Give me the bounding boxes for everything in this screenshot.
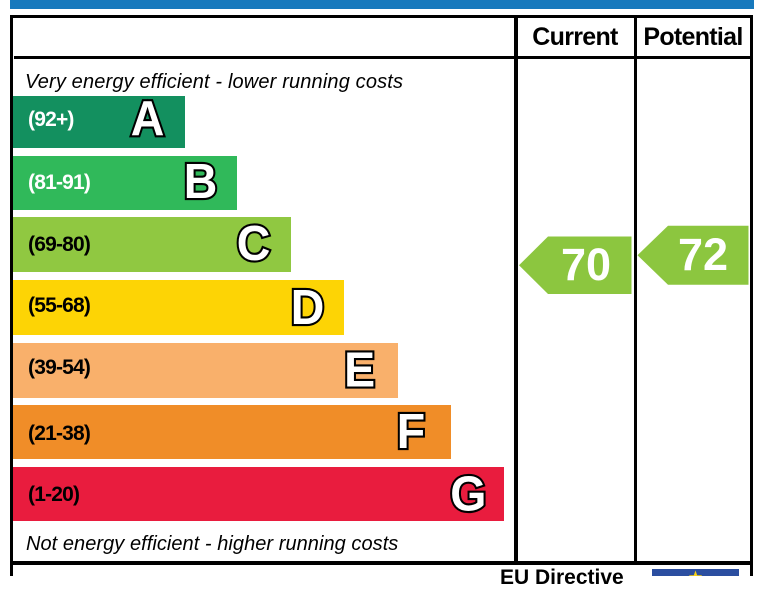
svg-text:70: 70 (561, 239, 611, 290)
svg-text:F: F (397, 405, 425, 459)
svg-text:C: C (237, 217, 271, 271)
svg-text:D: D (291, 281, 325, 335)
svg-text:B: B (184, 155, 218, 209)
svg-text:E: E (344, 343, 375, 397)
svg-text:G: G (450, 467, 486, 521)
svg-text:A: A (131, 92, 165, 146)
svg-text:72: 72 (678, 229, 728, 280)
